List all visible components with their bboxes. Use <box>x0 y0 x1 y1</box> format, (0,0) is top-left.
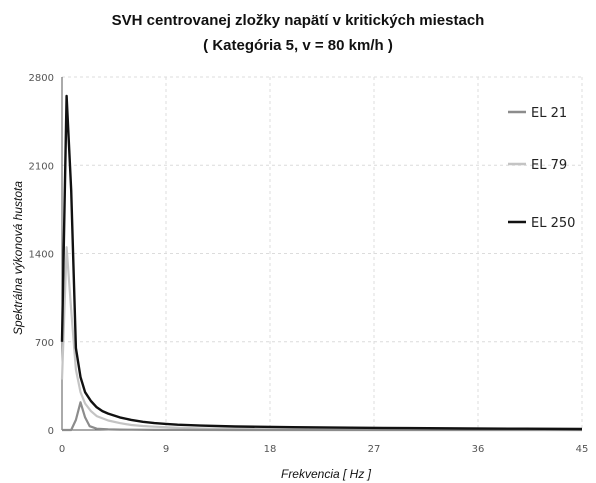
y-tick-label: 2100 <box>29 161 54 172</box>
x-tick-label: 9 <box>163 444 169 455</box>
series-line-el-79 <box>60 246 583 431</box>
x-tick-label: 18 <box>264 444 277 455</box>
legend: EL 21 EL 79 EL 250 <box>508 106 575 231</box>
legend-label: EL 21 <box>531 106 567 121</box>
y-axis-label: Spektrálna výkonová hustota <box>11 181 25 335</box>
x-tick-label: 27 <box>368 444 381 455</box>
legend-label: EL 79 <box>531 158 567 173</box>
x-tick-label: 45 <box>576 444 589 455</box>
y-tick-label: 700 <box>35 338 54 349</box>
chart-title: SVH centrovanej zložky napätí v kritický… <box>112 12 485 29</box>
x-axis-label: Frekvencia [ Hz ] <box>281 467 372 481</box>
x-tick-label: 36 <box>472 444 485 455</box>
y-tick-label: 2800 <box>29 73 54 84</box>
x-tick-label: 0 <box>59 444 65 455</box>
y-tick-label: 1400 <box>29 250 54 261</box>
chart-subtitle: ( Kategória 5, v = 80 km/h ) <box>203 37 393 54</box>
series-line-el-21 <box>62 401 582 432</box>
legend-label: EL 250 <box>531 216 575 231</box>
grid-layer <box>62 76 583 430</box>
series-line-el-250 <box>60 94 583 431</box>
series-layer <box>60 94 583 432</box>
y-tick-label: 0 <box>48 426 54 437</box>
tick-labels: 0 700 1400 2100 2800 0 9 18 27 36 45 <box>29 73 589 455</box>
